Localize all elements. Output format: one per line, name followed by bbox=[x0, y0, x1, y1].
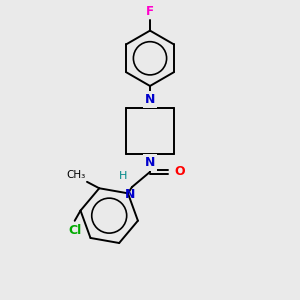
Text: N: N bbox=[145, 156, 155, 169]
Text: N: N bbox=[125, 188, 136, 201]
Text: CH₃: CH₃ bbox=[66, 170, 85, 180]
Text: O: O bbox=[175, 165, 185, 178]
Text: F: F bbox=[146, 5, 154, 18]
Text: H: H bbox=[119, 171, 128, 181]
Text: N: N bbox=[145, 93, 155, 106]
Text: Cl: Cl bbox=[68, 224, 81, 237]
